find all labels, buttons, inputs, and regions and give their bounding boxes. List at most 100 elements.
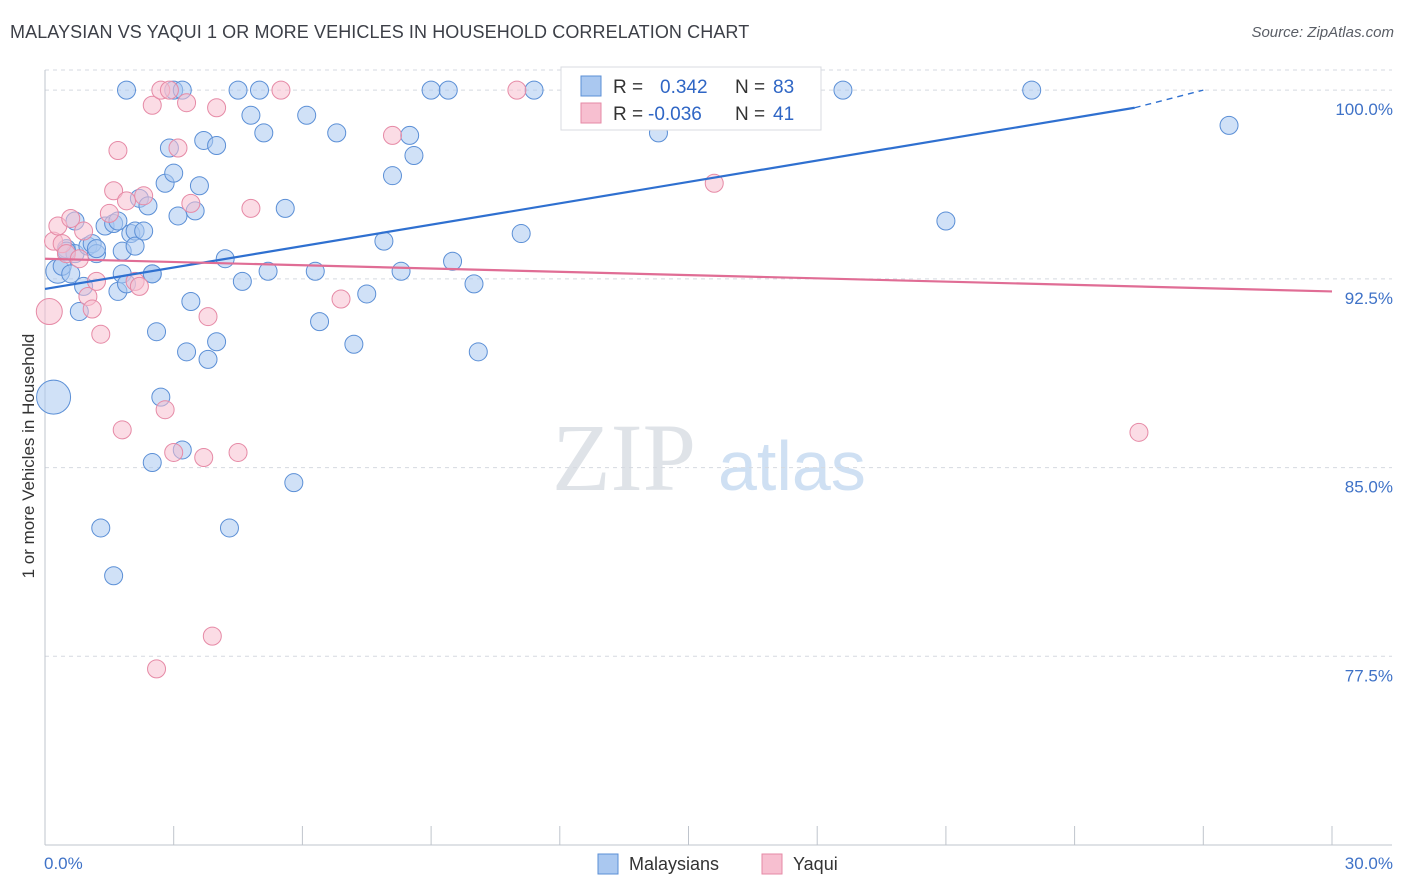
malaysians-point	[254, 123, 274, 143]
malaysians-point	[104, 566, 124, 586]
y-tick-label: 100.0%	[1335, 100, 1393, 119]
yaqui-point	[147, 659, 167, 679]
malaysians-point	[241, 105, 261, 125]
yaqui-point	[271, 80, 291, 100]
chart-title: MALAYSIAN VS YAQUI 1 OR MORE VEHICLES IN…	[10, 22, 750, 42]
legend-r-value-yaqui: -0.036	[648, 104, 702, 125]
legend-n-label-yaqui: N =	[735, 104, 765, 125]
malaysians-point	[275, 198, 295, 218]
malaysians-point	[219, 518, 239, 538]
malaysians-point	[61, 264, 81, 284]
yaqui-point	[35, 298, 63, 326]
malaysians-point	[258, 261, 278, 281]
yaqui-point	[99, 203, 119, 223]
malaysians-point	[168, 206, 188, 226]
y-tick-label: 85.0%	[1345, 478, 1393, 497]
legend-r-label-yaqui: R =	[613, 104, 643, 125]
yaqui-point	[177, 93, 197, 113]
y-tick-label: 92.5%	[1345, 289, 1393, 308]
legend-n-label-malaysians: N =	[735, 77, 765, 98]
yaqui-point	[82, 299, 102, 319]
malaysians-point	[125, 236, 145, 256]
malaysians-point	[421, 80, 441, 100]
malaysians-point	[357, 284, 377, 304]
trend-lines	[44, 89, 1333, 293]
malaysians-point	[464, 274, 484, 294]
grid-lines	[45, 69, 1392, 657]
yaqui-point	[91, 324, 111, 344]
yaqui-point	[142, 95, 162, 115]
series-malaysians-points	[36, 80, 1239, 586]
malaysians-point	[374, 231, 394, 251]
malaysians-point	[181, 291, 201, 311]
yaqui-point	[382, 125, 402, 145]
yaqui-point	[168, 138, 188, 158]
legend-swatch-malaysians	[580, 75, 602, 97]
yaqui-point	[507, 80, 527, 100]
yaqui-point	[74, 221, 94, 241]
malaysians-point	[297, 105, 317, 125]
malaysians-point	[1022, 80, 1042, 100]
source-label: Source: ZipAtlas.com	[1251, 24, 1394, 41]
malaysians-trend-line	[44, 106, 1135, 290]
malaysians-point	[198, 349, 218, 369]
axes	[44, 70, 1392, 846]
bottom-legend-swatch-yaqui	[761, 853, 783, 875]
malaysians-point	[189, 176, 209, 196]
legend-r-value-malaysians: 0.342	[660, 77, 708, 98]
malaysians-point	[310, 312, 330, 332]
yaqui-point	[104, 181, 124, 201]
x-tick-label: 0.0%	[44, 854, 83, 873]
yaqui-point	[241, 198, 261, 218]
yaqui-point	[198, 307, 218, 327]
yaqui-point	[164, 442, 184, 462]
yaqui-point	[155, 400, 175, 420]
malaysians-point	[400, 125, 420, 145]
watermark-atlas: atlas	[718, 427, 866, 505]
malaysians-point	[1219, 115, 1239, 135]
malaysians-point	[164, 163, 184, 183]
legend-swatch-yaqui	[580, 102, 602, 124]
malaysians-point	[404, 146, 424, 166]
yaqui-point	[1129, 422, 1149, 442]
stats-legend: R = 0.342 N = 83 R = -0.036 N = 41	[560, 66, 822, 131]
y-axis-label: 1 or more Vehicles in Household	[19, 334, 38, 579]
malaysians-point	[382, 166, 402, 186]
legend-n-value-malaysians: 83	[773, 77, 794, 98]
series-yaqui-points	[35, 80, 1149, 679]
malaysians-point	[833, 80, 853, 100]
legend-n-value-yaqui: 41	[773, 104, 794, 125]
yaqui-point	[129, 276, 149, 296]
malaysians-point	[207, 332, 227, 352]
yaqui-point	[202, 626, 222, 646]
malaysians-point	[134, 221, 154, 241]
watermark-zip: ZIP	[552, 404, 696, 511]
malaysians-point	[284, 473, 304, 493]
malaysians-point	[443, 251, 463, 271]
yaqui-point	[331, 289, 351, 309]
yaqui-point	[207, 98, 227, 118]
malaysians-point	[177, 342, 197, 362]
malaysians-point	[86, 239, 106, 259]
x-tick-label: 30.0%	[1345, 854, 1393, 873]
yaqui-point	[134, 186, 154, 206]
malaysians-point	[511, 224, 531, 244]
yaqui-point	[61, 208, 81, 228]
yaqui-point	[108, 141, 128, 161]
bottom-legend: Malaysians Yaqui	[597, 853, 838, 875]
yaqui-point	[181, 193, 201, 213]
bottom-legend-label-yaqui: Yaqui	[793, 854, 838, 874]
yaqui-point	[159, 80, 179, 100]
x-tick-labels: 0.0% 30.0%	[44, 854, 1393, 873]
malaysians-point	[936, 211, 956, 231]
stats-legend-box	[560, 66, 822, 131]
malaysians-point	[142, 453, 162, 473]
malaysians-point	[327, 123, 347, 143]
yaqui-point	[117, 191, 137, 211]
yaqui-point	[112, 420, 132, 440]
malaysians-point	[36, 379, 72, 415]
malaysians-point	[438, 80, 458, 100]
malaysians-point	[344, 334, 364, 354]
malaysians-point	[250, 80, 269, 100]
